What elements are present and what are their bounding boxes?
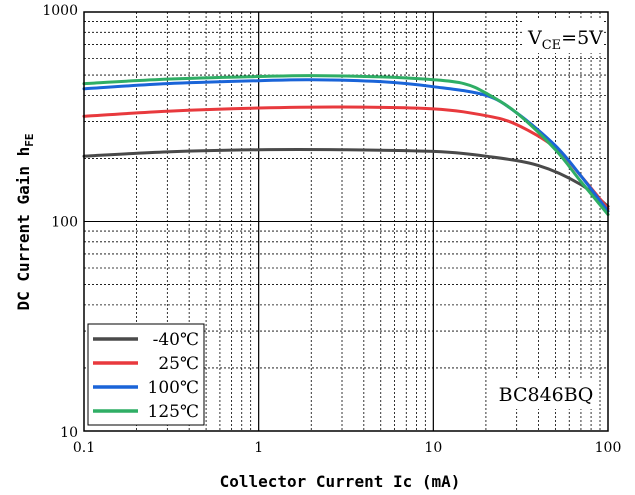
part-number-text: BC846BQ: [499, 384, 594, 406]
y-axis-label-group: DC Current Gain hFE: [14, 133, 36, 310]
x-tick-label-1: 1: [254, 440, 263, 456]
condition-main: V: [527, 27, 542, 49]
x-axis-label: Collector Current Ic (mA): [220, 472, 461, 491]
condition-background: [524, 19, 602, 53]
x-tick-label-3: 100: [595, 440, 622, 456]
legend-box: [87, 323, 205, 426]
legend-label-2: 100℃: [148, 378, 199, 398]
plot-frame: [83, 11, 609, 432]
legend-label-1: 25℃: [158, 354, 199, 374]
series-line-0: [82, 148, 610, 208]
y-tick-label-0: 10: [60, 425, 78, 441]
x-tick-label-0: 0.1: [73, 440, 95, 456]
part-number-annotation: BC846BQ: [494, 379, 598, 409]
y-axis-label: DC Current Gain hFE: [14, 133, 36, 310]
y-axis-label-main: DC Current Gain h: [14, 147, 33, 311]
legend-label-0: -40℃: [153, 330, 199, 350]
series-line-2: [82, 78, 610, 213]
y-tick-label-1: 100: [51, 215, 78, 231]
series-line-3: [82, 74, 610, 216]
x-tick-label-2: 10: [424, 440, 442, 456]
series-lines: [82, 74, 610, 216]
tick-labels: 0.1 1 10 100 10 100 1000: [42, 3, 621, 456]
condition-text: VCE=5V: [527, 27, 603, 53]
part-number-background: [494, 379, 598, 409]
legend: -40℃ 25℃ 100℃ 125℃: [87, 323, 205, 426]
condition-annotation: VCE=5V: [524, 19, 603, 53]
y-tick-label-2: 1000: [42, 3, 78, 19]
condition-sub: CE: [542, 38, 561, 53]
condition-value: =5V: [561, 27, 603, 49]
y-axis-label-sub: FE: [23, 133, 36, 146]
legend-label-3: 125℃: [148, 402, 199, 422]
